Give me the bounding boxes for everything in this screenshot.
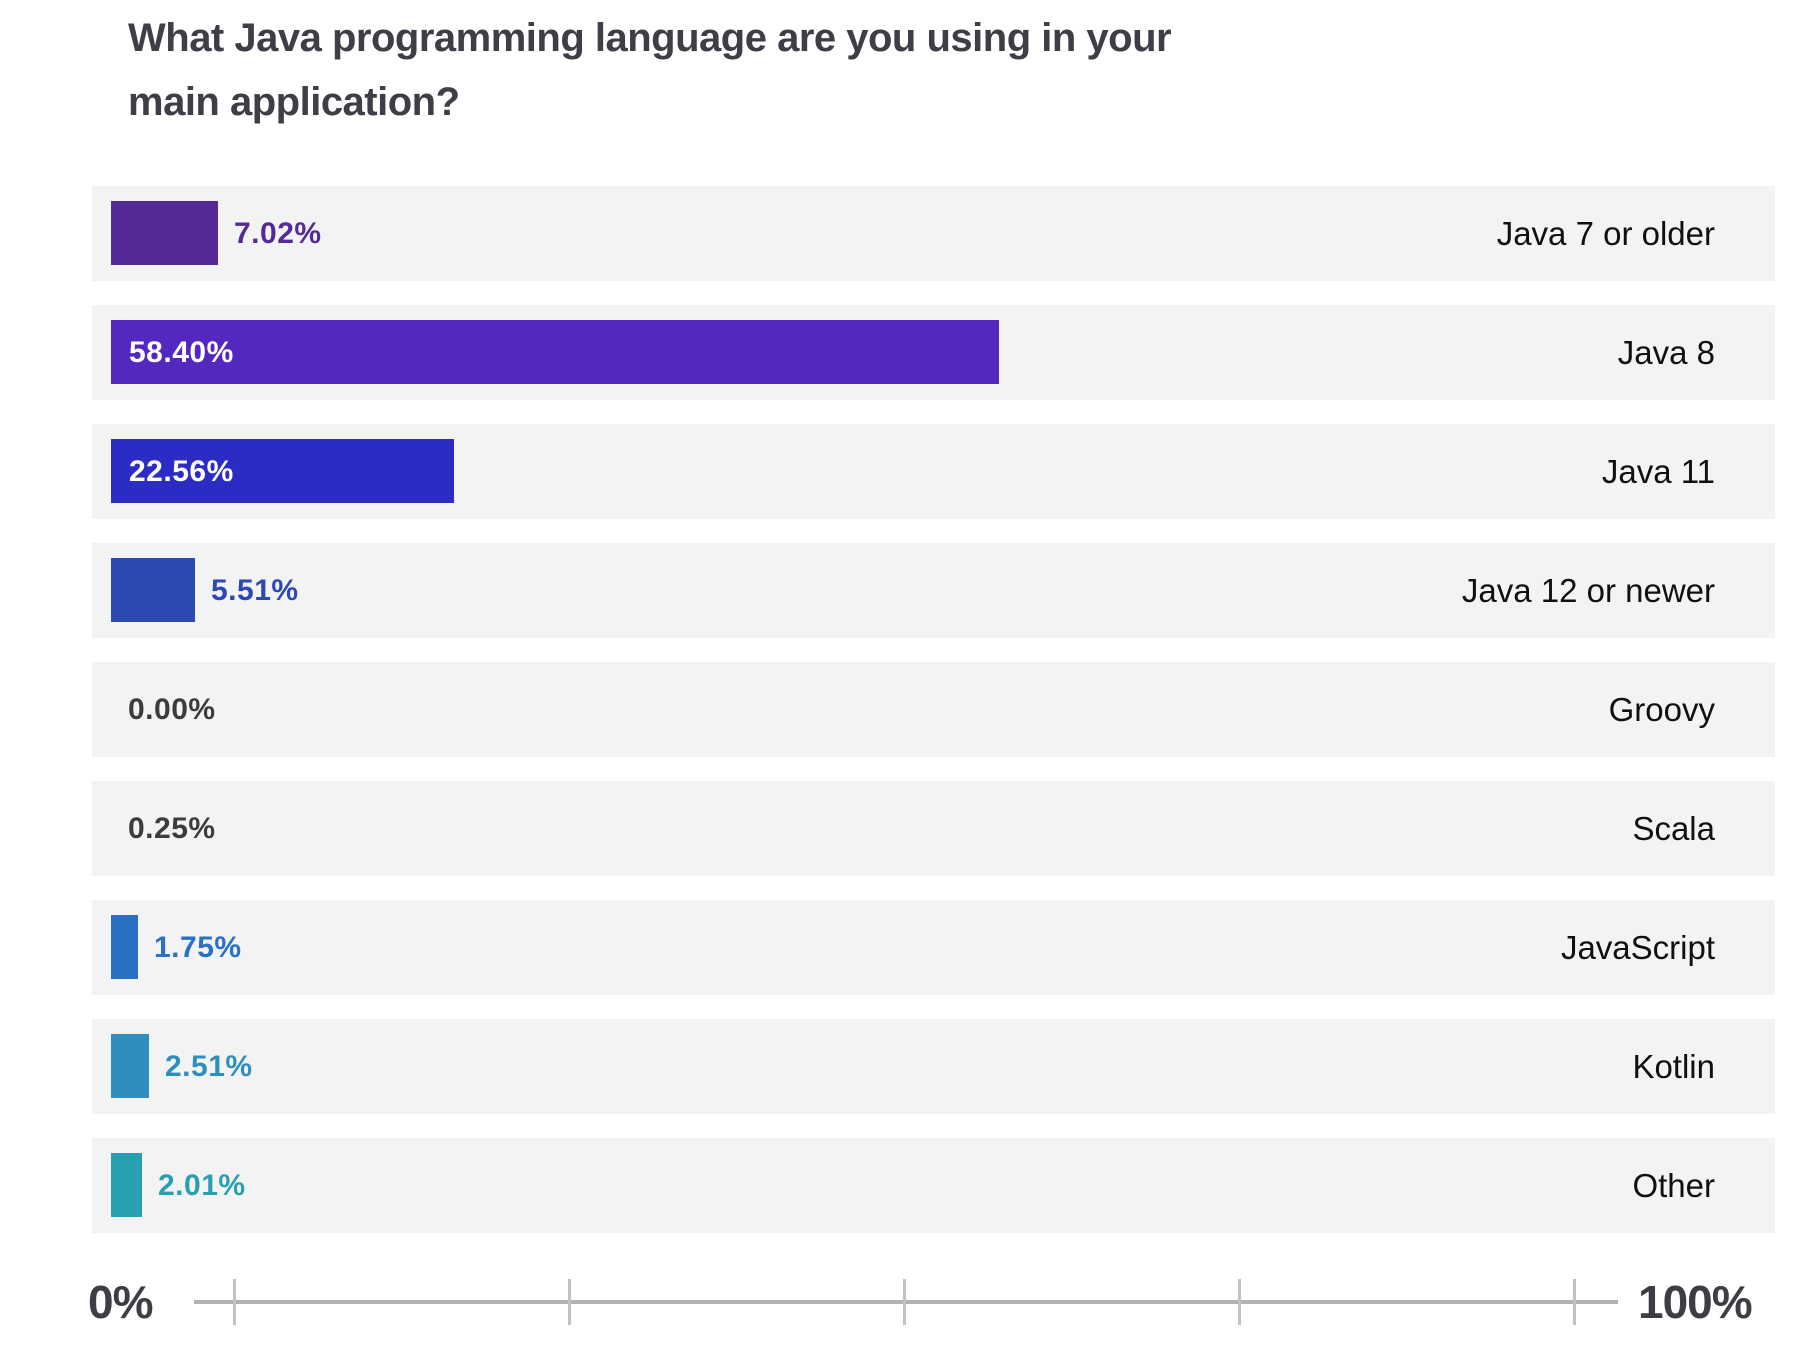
x-axis-tick-4 xyxy=(1573,1279,1576,1325)
chart-row-java-7-or-older: 7.02% Java 7 or older xyxy=(92,186,1775,281)
x-axis-tick-0 xyxy=(233,1279,236,1325)
value-label-java-11: 22.56% xyxy=(129,454,234,488)
chart-row-groovy: 0.00% Groovy xyxy=(92,662,1775,757)
category-label-kotlin: Kotlin xyxy=(1632,1047,1715,1085)
chart-title-line-2: main application? xyxy=(128,80,460,124)
category-label-scala: Scala xyxy=(1632,809,1715,847)
value-label-kotlin: 2.51% xyxy=(165,1049,253,1083)
x-axis-tick-3 xyxy=(1238,1279,1241,1325)
category-label-groovy: Groovy xyxy=(1608,690,1715,728)
bar-java-7-or-older xyxy=(111,201,218,265)
x-axis-tick-1 xyxy=(568,1279,571,1325)
value-label-groovy: 0.00% xyxy=(128,692,216,726)
bar-java-11 xyxy=(111,439,454,503)
value-label-javascript: 1.75% xyxy=(154,930,242,964)
value-label-scala: 0.25% xyxy=(128,811,216,845)
bar-other xyxy=(111,1153,142,1217)
x-axis-max-label: 100% xyxy=(1638,1276,1753,1328)
category-label-java-7-or-older: Java 7 or older xyxy=(1496,214,1715,252)
chart-row-java-8: 58.40% Java 8 xyxy=(92,305,1775,400)
value-label-java-7-or-older: 7.02% xyxy=(234,216,322,250)
category-label-other: Other xyxy=(1632,1166,1715,1204)
chart-row-javascript: 1.75% JavaScript xyxy=(92,900,1775,995)
chart-row-other: 2.01% Other xyxy=(92,1138,1775,1233)
x-axis-line xyxy=(194,1300,1618,1304)
chart-title-line-1: What Java programming language are you u… xyxy=(128,16,1172,60)
chart-row-java-12-or-newer: 5.51% Java 12 or newer xyxy=(92,543,1775,638)
chart-row-java-11: 22.56% Java 11 xyxy=(92,424,1775,519)
value-label-java-12-or-newer: 5.51% xyxy=(211,573,299,607)
value-label-java-8: 58.40% xyxy=(129,335,234,369)
chart-row-scala: 0.25% Scala xyxy=(92,781,1775,876)
x-axis-tick-2 xyxy=(903,1279,906,1325)
bar-chart-rows: 7.02% Java 7 or older 58.40% Java 8 22.56% Ja… xyxy=(92,186,1775,1257)
category-label-java-8: Java 8 xyxy=(1617,333,1715,371)
bar-java-12-or-newer xyxy=(111,558,195,622)
chart-row-kotlin: 2.51% Kotlin xyxy=(92,1019,1775,1114)
bar-kotlin xyxy=(111,1034,149,1098)
category-label-javascript: JavaScript xyxy=(1560,928,1715,966)
bar-javascript xyxy=(111,915,138,979)
value-label-other: 2.01% xyxy=(158,1168,246,1202)
category-label-java-11: Java 11 xyxy=(1601,452,1715,490)
chart-title: What Java programming language are you u… xyxy=(128,6,1308,134)
category-label-java-12-or-newer: Java 12 or newer xyxy=(1461,571,1715,609)
x-axis-min-label: 0% xyxy=(88,1276,153,1328)
bar-java-8 xyxy=(111,320,999,384)
